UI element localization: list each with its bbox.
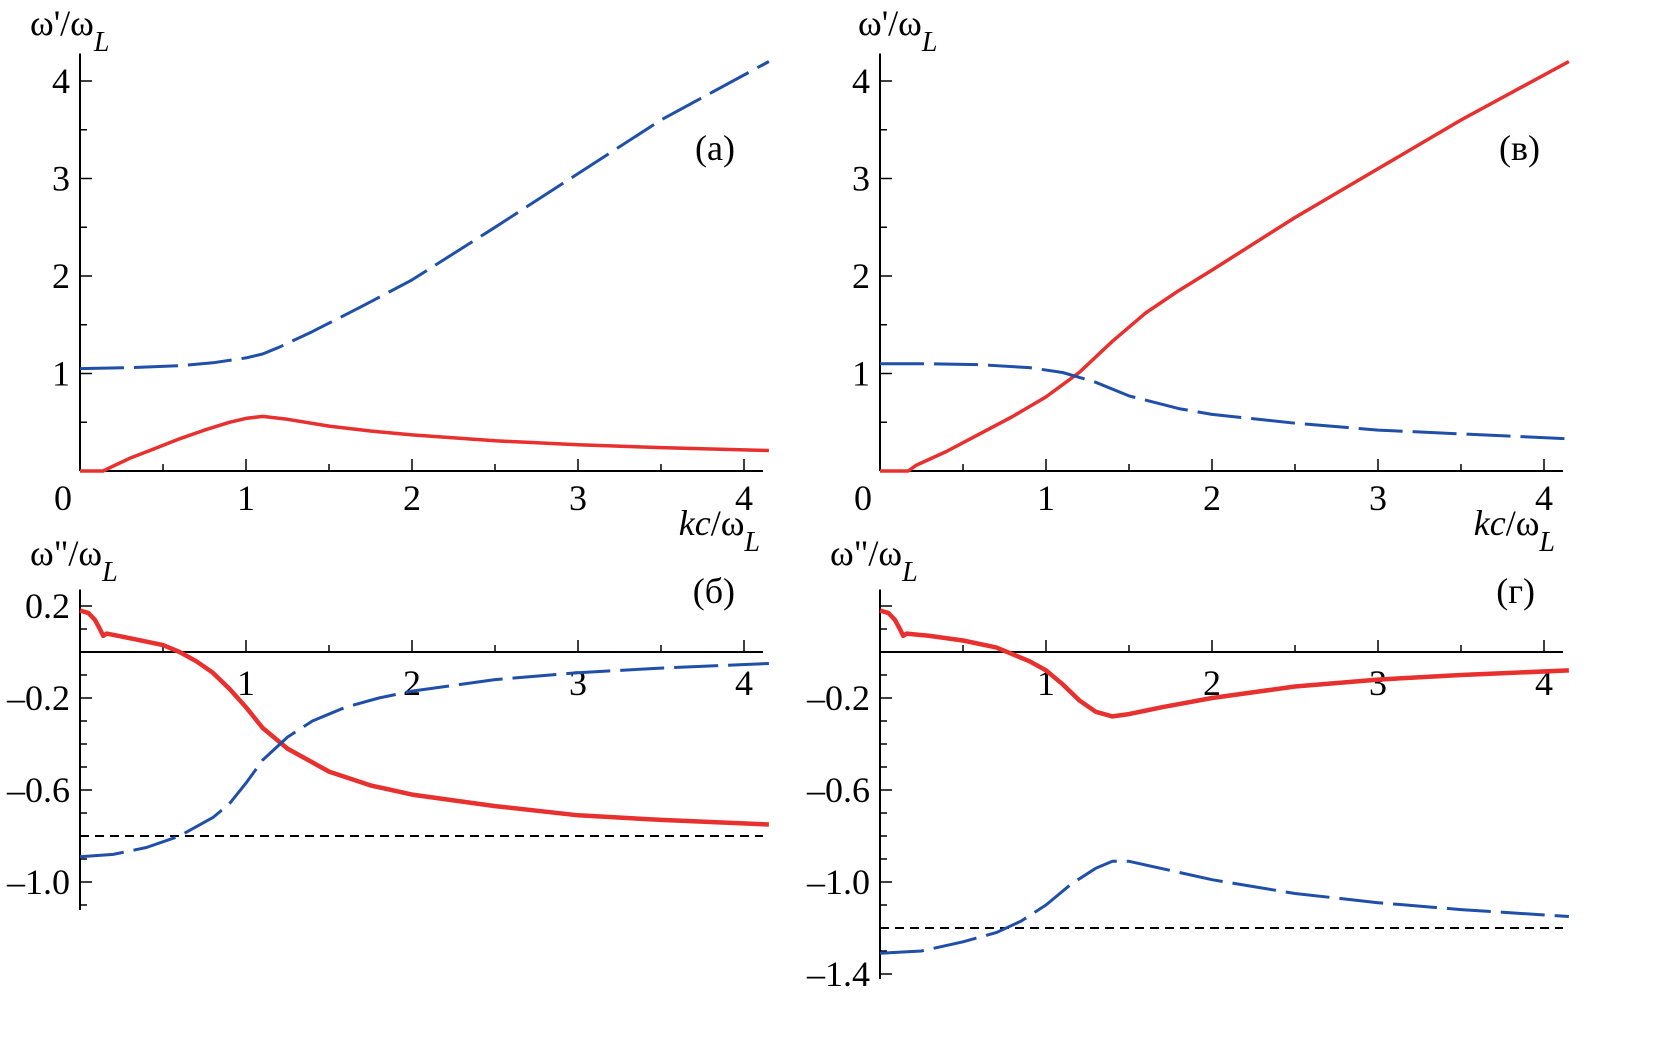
x-axis-label: kc/ωL xyxy=(679,503,760,558)
x-tick-label: 2 xyxy=(403,478,421,518)
series-red-line xyxy=(80,414,769,473)
y-tick-label: 3 xyxy=(852,159,870,199)
y-tick-label: –0.2 xyxy=(806,678,870,718)
y-tick-label: 0.2 xyxy=(25,586,70,626)
x-tick-label: 4 xyxy=(1535,478,1553,518)
series-red-line xyxy=(880,59,1570,473)
x-tick-label: 1 xyxy=(1037,478,1055,518)
chart-panel-4: 1 2 3 4–0.2–0.6–1.0–1.4ω"/ωL (г) xyxy=(806,533,1569,994)
chart-panel-3: 1 2 3 4 0.2 –0.2 –0.6 –1.0 ω"/ωL (б) xyxy=(6,533,769,910)
y-tick-label: 3 xyxy=(52,159,70,199)
series-blue-line xyxy=(879,859,1569,955)
x-tick-label: 3 xyxy=(569,478,587,518)
y-axis-label: ω'/ωL xyxy=(30,3,109,58)
x-tick-label: 2 xyxy=(1203,478,1221,518)
x-tick-label: 3 xyxy=(1369,663,1387,703)
x-tick-label: 3 xyxy=(1369,478,1387,518)
x-tick-label: 4 xyxy=(735,663,753,703)
y-tick-label: –1.0 xyxy=(806,862,870,902)
y-tick-label: –0.2 xyxy=(6,678,70,718)
series-blue-line xyxy=(79,662,769,859)
x-axis-label: kc/ωL xyxy=(1474,503,1555,558)
panel-label: (б) xyxy=(693,571,735,611)
x-tick-label: 1 xyxy=(237,663,255,703)
y-tick-label: 4 xyxy=(852,61,870,101)
x-tick-label: 2 xyxy=(403,663,421,703)
y-tick-label: 2 xyxy=(52,256,70,296)
x-tick-label: 4 xyxy=(735,478,753,518)
x-tick-label: 3 xyxy=(569,663,587,703)
origin-label: 0 xyxy=(854,478,872,518)
panel-label: (в) xyxy=(1499,128,1540,168)
y-axis-label: ω"/ωL xyxy=(830,533,918,588)
panel-label: (a) xyxy=(695,128,735,168)
y-tick-label: –0.6 xyxy=(806,770,870,810)
y-tick-label: –0.6 xyxy=(6,770,70,810)
y-axis-label: ω"/ωL xyxy=(30,533,118,588)
series-red-line xyxy=(79,608,769,827)
origin-label: 0 xyxy=(54,478,72,518)
y-tick-label: –1.0 xyxy=(6,862,70,902)
y-tick-label: –1.4 xyxy=(806,954,870,994)
y-tick-label: 2 xyxy=(852,256,870,296)
series-blue-line xyxy=(880,362,1569,441)
panel-label: (г) xyxy=(1496,571,1535,611)
y-tick-label: 1 xyxy=(852,354,870,394)
y-tick-label: 4 xyxy=(52,61,70,101)
x-tick-label: 2 xyxy=(1203,663,1221,703)
x-tick-label: 1 xyxy=(237,478,255,518)
y-axis-label: ω'/ωL xyxy=(858,3,937,58)
series-red-line xyxy=(879,608,1569,719)
series-blue-line xyxy=(79,60,770,371)
y-tick-label: 1 xyxy=(52,354,70,394)
